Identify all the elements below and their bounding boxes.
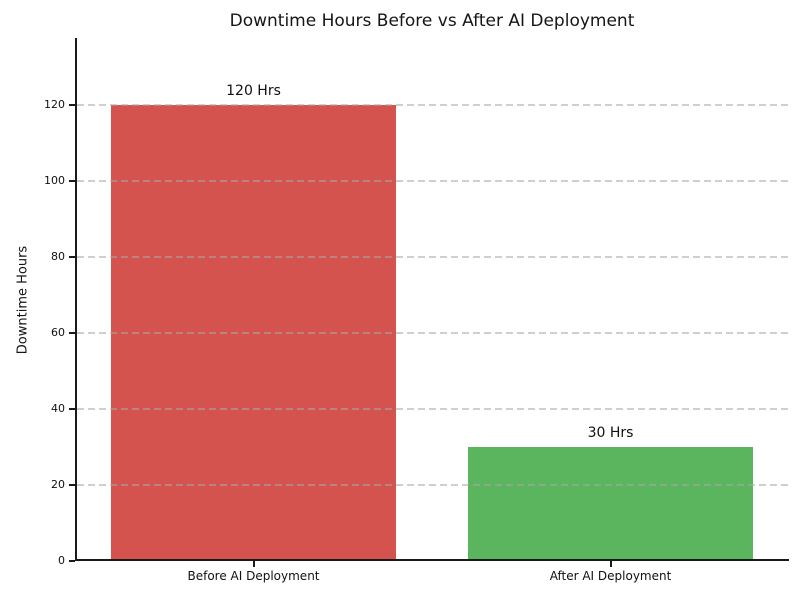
y-tick-mark xyxy=(69,560,75,562)
x-axis-spine xyxy=(75,559,789,561)
bar xyxy=(467,446,754,561)
y-tick-mark xyxy=(69,103,75,106)
y-axis-spine xyxy=(75,38,77,561)
y-tick-label: 20 xyxy=(51,477,65,491)
plot-area: 120 Hrs Before AI Deployment 30 Hrs After A… xyxy=(44,38,789,583)
gridline xyxy=(77,179,789,182)
bar-value-label: 30 Hrs xyxy=(587,424,634,441)
gridline xyxy=(77,255,789,258)
gridline xyxy=(77,483,789,486)
y-tick-mark xyxy=(69,407,75,410)
y-tick-label: 100 xyxy=(44,173,65,187)
bar-value-label: 120 Hrs xyxy=(226,82,281,99)
y-tick-label: 40 xyxy=(51,401,65,415)
y-tick-label: 80 xyxy=(51,249,65,263)
y-tick-mark xyxy=(69,179,75,182)
x-tick-label: After AI Deployment xyxy=(549,569,672,583)
chart-title: Downtime Hours Before vs After AI Deploy… xyxy=(229,11,635,31)
y-tick-mark xyxy=(69,331,75,334)
y-tick-label: 120 xyxy=(44,97,65,111)
y-tick-label: 60 xyxy=(51,325,65,339)
x-tick-label: Before AI Deployment xyxy=(187,569,320,583)
x-tick-mark xyxy=(609,561,612,567)
y-tick-mark xyxy=(69,483,75,486)
y-tick-mark xyxy=(69,255,75,258)
y-tick-label: 0 xyxy=(58,554,65,567)
gridline xyxy=(77,407,789,410)
gridline xyxy=(77,103,789,106)
gridline xyxy=(77,331,789,334)
x-tick-mark xyxy=(252,561,255,567)
